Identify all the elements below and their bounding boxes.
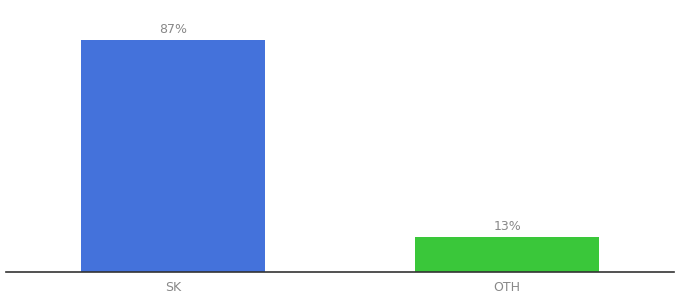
Bar <box>415 237 599 272</box>
Bar <box>81 40 265 272</box>
Text: 13%: 13% <box>494 220 521 233</box>
Text: 87%: 87% <box>158 23 187 36</box>
